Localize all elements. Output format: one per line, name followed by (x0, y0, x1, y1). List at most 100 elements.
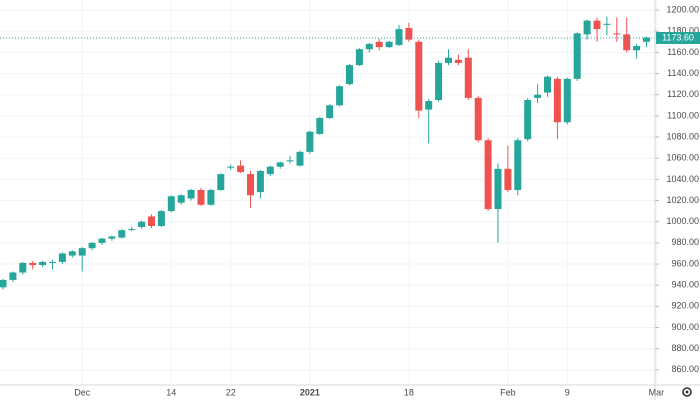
candle-body (643, 37, 650, 42)
candle-body (454, 59, 462, 63)
x-tick-label: 9 (565, 387, 570, 397)
candle-body (355, 49, 363, 66)
candle-body (177, 195, 185, 203)
candle-body (217, 174, 225, 190)
candle-body (514, 140, 522, 190)
y-tick-label: 1080.00 (666, 131, 699, 141)
candle-body (276, 162, 284, 167)
candle-body (534, 94, 542, 98)
candle-body (296, 151, 304, 166)
settings-icon[interactable] (682, 387, 692, 397)
candle-body (187, 189, 195, 199)
y-tick-label: 980.00 (671, 237, 699, 247)
candle-body (484, 140, 492, 210)
y-tick-label: 1040.00 (666, 174, 699, 184)
candle-body (583, 20, 591, 35)
y-tick-label: 1020.00 (666, 195, 699, 205)
candle-body (474, 97, 482, 141)
candle-body (78, 248, 86, 256)
y-tick-label: 1160.00 (667, 47, 699, 57)
candle-body (613, 33, 621, 35)
x-tick-label: 18 (404, 387, 414, 397)
candle-body (157, 211, 165, 226)
y-tick-label: 940.00 (671, 280, 699, 290)
candle-body (88, 242, 96, 249)
x-tick-label: 2021 (300, 387, 320, 397)
y-tick-label: 960.00 (671, 258, 699, 268)
gear[interactable] (682, 387, 692, 397)
candle-body (425, 101, 433, 110)
candle-body (138, 221, 146, 227)
candle-body (504, 168, 512, 190)
candle-body (108, 236, 116, 239)
y-tick-label: 900.00 (671, 322, 699, 332)
y-tick-label: 1140.00 (667, 68, 699, 78)
candle-body (266, 166, 274, 175)
y-tick-label: 1100.00 (667, 110, 699, 120)
candle-body (573, 33, 581, 79)
candle-body (167, 196, 175, 212)
candle-body (118, 230, 126, 238)
y-tick-label: 880.00 (671, 343, 699, 353)
candle-body (336, 86, 344, 106)
last-price-label: 1173.60 (662, 32, 694, 42)
candle-body (524, 100, 532, 140)
x-tick-label: Dec (74, 387, 91, 397)
candle-body (593, 20, 601, 30)
candle-body (464, 57, 472, 98)
candle-body (544, 76, 551, 93)
gear-center[interactable] (685, 390, 689, 394)
candle-body (346, 65, 353, 85)
candle-body (435, 62, 443, 101)
candle-body (148, 216, 155, 226)
candle-body (445, 57, 452, 63)
x-tick-label: Mar (649, 387, 665, 397)
candle-body (39, 261, 47, 266)
candle-body (385, 41, 393, 48)
y-tick-label: 1000.00 (666, 216, 699, 226)
candle-body (623, 34, 631, 51)
candles (0, 16, 655, 290)
candle-body (197, 189, 205, 205)
candle-body (306, 131, 314, 152)
candle-body (553, 78, 561, 123)
y-tick-label: 860.00 (671, 364, 699, 374)
y-tick-label: 1060.00 (666, 153, 699, 163)
candle-body (563, 78, 571, 123)
axes: 860.00 880.00 900.00 920.00 940.00 960.00 980.… (74, 4, 700, 397)
y-tick-label: 1120.00 (667, 89, 699, 99)
candle-body (326, 105, 334, 118)
candle-body (237, 165, 245, 172)
candle-body (415, 41, 423, 111)
candle-body (405, 28, 413, 40)
y-tick-label: 920.00 (671, 301, 699, 311)
y-tick-label: 1200.00 (666, 4, 699, 14)
candle-body (19, 262, 27, 273)
candle-body (365, 43, 373, 50)
x-tick-label: 14 (166, 387, 176, 397)
candle-body (0, 279, 7, 288)
candle-body (9, 272, 17, 280)
candle-body (256, 170, 264, 193)
candle-body (58, 253, 66, 262)
y-tick-label: 1180.00 (667, 26, 699, 36)
x-tick-label: 22 (226, 387, 236, 397)
candle-body (375, 41, 383, 48)
candle-body (286, 160, 294, 162)
last-price-badge (656, 31, 700, 44)
candle-body (227, 166, 235, 168)
candle-body (207, 189, 215, 205)
candle-body (98, 238, 106, 243)
candle-body (128, 229, 136, 231)
candle-body (395, 29, 403, 45)
candle-body (494, 168, 502, 210)
candle-body (68, 251, 76, 256)
candle-body (49, 261, 56, 263)
candle-body (316, 117, 324, 134)
candle-body (247, 174, 254, 196)
x-tick-label: Feb (500, 387, 516, 397)
candle-body (603, 23, 611, 25)
candle-body (633, 46, 641, 51)
